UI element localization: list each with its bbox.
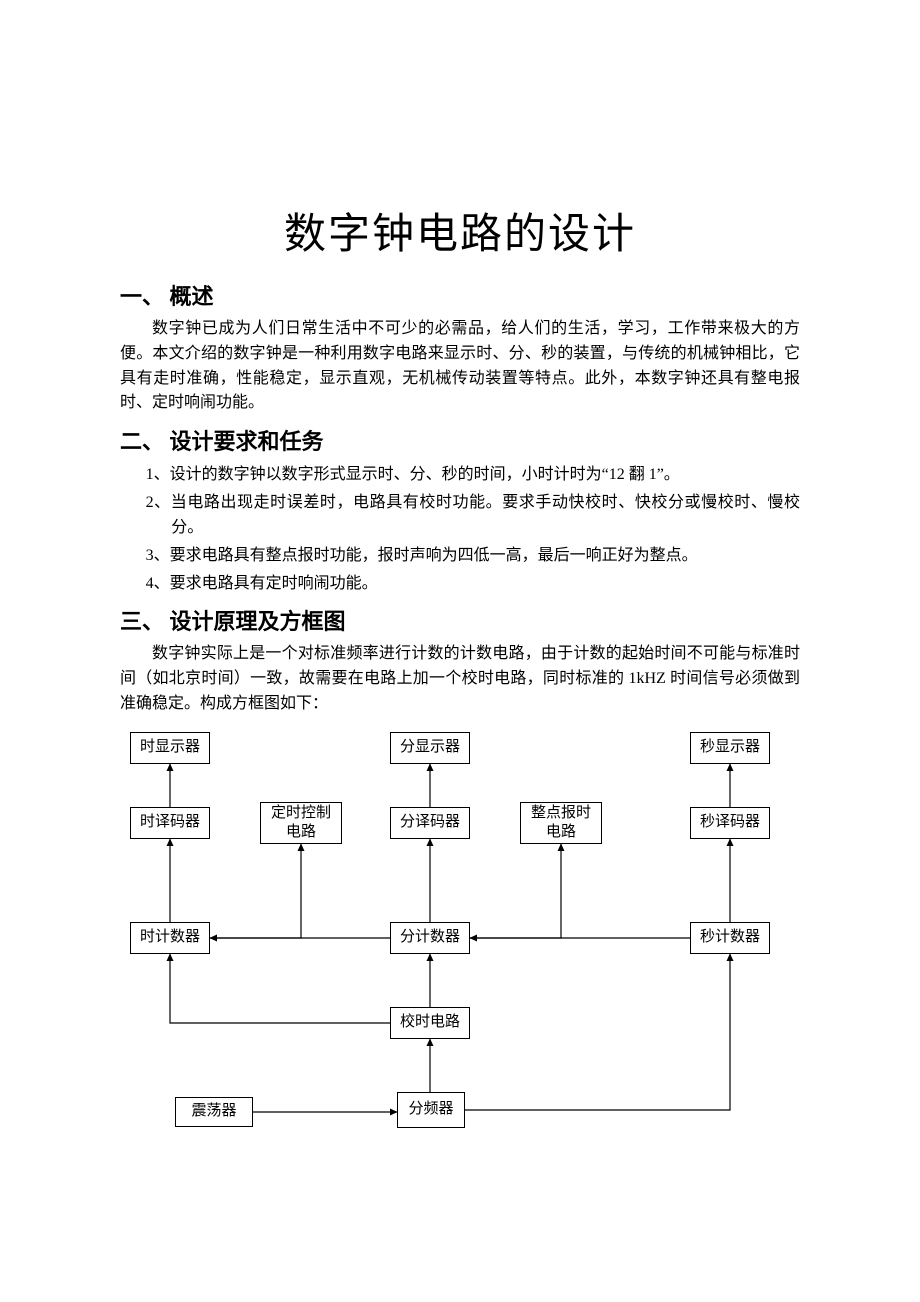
diagram-node-oscillator: 震荡器 (175, 1097, 253, 1127)
diagram-node-hour_decoder: 时译码器 (130, 807, 210, 839)
requirements-list: 1、设计的数字钟以数字形式显示时、分、秒的时间，小时计时为“12 翻 1”。 2… (120, 462, 800, 596)
section-1-para: 数字钟已成为人们日常生活中不可少的必需品，给人们的生活，学习，工作带来极大的方便… (120, 317, 800, 416)
block-diagram: 时显示器时译码器时计数器 定时控制电路 分显示器分译码器分计数器 整点报时电路 秒显示器… (120, 732, 800, 1162)
diagram-node-freq_div: 分频器 (397, 1092, 465, 1128)
diagram-node-hour_counter: 时计数器 (130, 922, 210, 954)
list-item: 1、设计的数字钟以数字形式显示时、分、秒的时间，小时计时为“12 翻 1”。 (146, 462, 800, 488)
list-item: 2、当电路出现走时误差时，电路具有校时功能。要求手动快校时、快校分或慢校时、慢校… (146, 490, 800, 541)
diagram-node-time_cal: 校时电路 (390, 1007, 470, 1039)
list-item: 4、要求电路具有定时响闹功能。 (146, 571, 800, 597)
list-item: 3、要求电路具有整点报时功能，报时声响为四低一高，最后一响正好为整点。 (146, 543, 800, 569)
section-3-heading: 三、 设计原理及方框图 (120, 604, 800, 636)
diagram-node-min_display: 分显示器 (390, 732, 470, 764)
section-3-para: 数字钟实际上是一个对标准频率进行计数的计数电路，由于计数的起始时间不可能与标准时… (120, 642, 800, 716)
page-title: 数字钟电路的设计 (120, 200, 800, 261)
diagram-node-hourly_signal: 整点报时电路 (520, 802, 602, 844)
diagram-node-sec_counter: 秒计数器 (690, 922, 770, 954)
diagram-node-sec_decoder: 秒译码器 (690, 807, 770, 839)
section-2-heading: 二、 设计要求和任务 (120, 424, 800, 456)
diagram-node-sec_display: 秒显示器 (690, 732, 770, 764)
section-1-heading: 一、 概述 (120, 279, 800, 311)
diagram-node-hour_display: 时显示器 (130, 732, 210, 764)
diagram-node-min_decoder: 分译码器 (390, 807, 470, 839)
diagram-node-timer_ctrl: 定时控制电路 (260, 802, 342, 844)
diagram-node-min_counter: 分计数器 (390, 922, 470, 954)
